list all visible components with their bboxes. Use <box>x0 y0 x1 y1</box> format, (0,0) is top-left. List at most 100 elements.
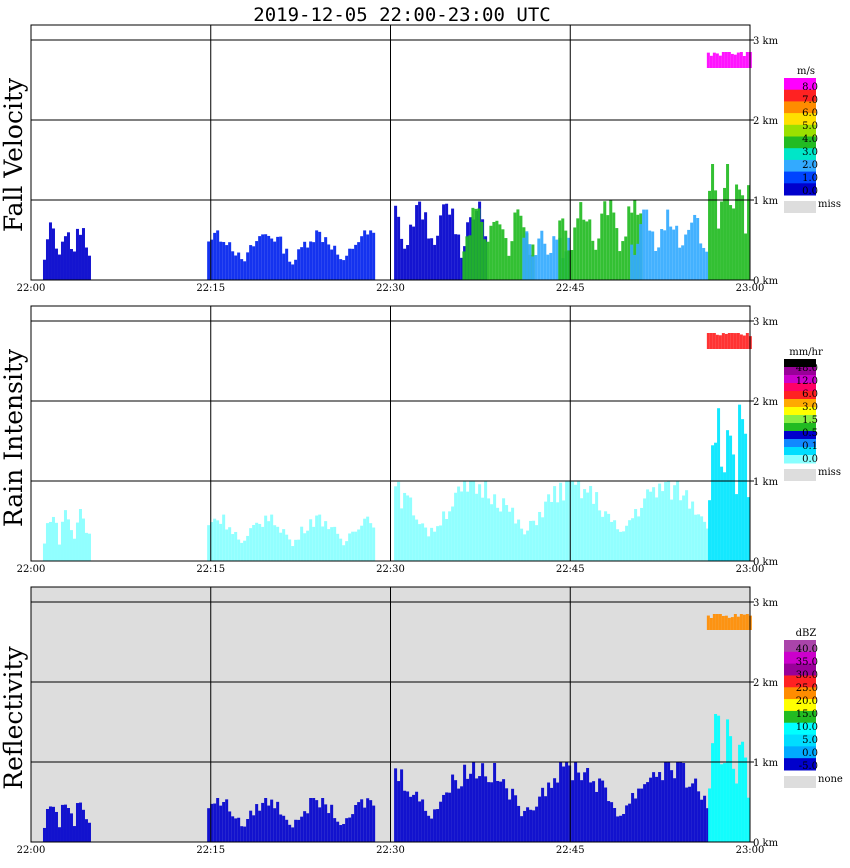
echo-column <box>499 781 503 842</box>
colorbar-swatch <box>784 710 816 724</box>
echo-column <box>339 825 343 842</box>
echo-column <box>709 617 713 630</box>
echo-column <box>636 243 640 280</box>
echo-column <box>694 778 698 842</box>
echo-column <box>579 202 583 280</box>
echo-column <box>333 245 337 280</box>
echo-column <box>570 249 574 280</box>
echo-column <box>45 808 49 842</box>
echo-column <box>330 804 334 842</box>
echo-column <box>715 614 719 630</box>
y-tick-label: 1 km <box>753 758 779 769</box>
echo-column <box>694 514 698 561</box>
echo-column <box>736 333 740 349</box>
echo-column <box>681 245 685 280</box>
echo-column <box>418 201 422 280</box>
echo-column <box>403 790 407 842</box>
echo-column <box>433 809 437 842</box>
echo-column <box>345 255 349 280</box>
echo-column <box>622 813 626 842</box>
echo-column <box>400 769 404 842</box>
echo-column <box>42 827 46 842</box>
echo-column <box>726 164 730 280</box>
echo-column <box>727 333 731 349</box>
echo-column <box>486 241 490 280</box>
echo-column <box>57 827 61 842</box>
echo-column <box>535 525 539 561</box>
echo-column <box>726 719 730 842</box>
echo-column <box>664 481 668 561</box>
echo-column <box>448 511 452 561</box>
echo-column <box>670 499 674 561</box>
echo-column <box>739 614 743 630</box>
colorbar-label: 2.0 <box>802 160 818 171</box>
echo-column <box>360 799 364 842</box>
echo-column <box>54 811 58 842</box>
echo-column <box>258 523 262 561</box>
colorbar-label: 7.0 <box>802 95 818 106</box>
echo-column <box>484 481 488 561</box>
colorbar-label: 4.0 <box>802 134 818 145</box>
echo-column <box>279 236 283 280</box>
echo-column <box>270 238 274 280</box>
echo-column <box>747 185 751 280</box>
echo-column <box>363 230 367 280</box>
colorbar-swatch <box>784 101 816 114</box>
echo-column <box>369 800 373 842</box>
echo-column <box>468 235 472 280</box>
echo-column <box>630 244 634 280</box>
echo-column <box>586 492 590 561</box>
echo-column <box>742 614 746 630</box>
echo-column <box>237 817 241 842</box>
echo-column <box>501 229 505 280</box>
echo-column <box>264 234 268 280</box>
echo-column <box>351 531 355 561</box>
x-tick-label: 23:00 <box>736 845 765 856</box>
colorbar-swatch <box>784 663 816 676</box>
echo-column <box>508 799 512 842</box>
echo-column <box>216 230 220 280</box>
echo-column <box>66 519 70 561</box>
echo-column <box>57 254 61 280</box>
echo-column <box>730 53 734 68</box>
echo-column <box>442 204 446 280</box>
colorbar-swatch <box>784 391 816 400</box>
echo-column <box>288 261 292 280</box>
colorbar-swatch <box>784 407 816 416</box>
echo-column <box>652 487 656 561</box>
panel-ylabel: Fall Velocity <box>0 77 28 232</box>
echo-column <box>697 514 701 561</box>
echo-column <box>451 208 455 280</box>
echo-column <box>354 244 358 280</box>
echo-column <box>234 818 238 842</box>
echo-column <box>574 484 578 561</box>
echo-column <box>511 507 515 561</box>
echo-column <box>460 786 464 842</box>
echo-column <box>514 523 518 561</box>
echo-column <box>639 224 643 280</box>
x-tick-label: 22:45 <box>556 845 585 856</box>
colorbar-swatch <box>784 758 816 771</box>
echo-column <box>69 813 73 842</box>
echo-column <box>237 539 241 561</box>
echo-column <box>633 254 637 280</box>
echo-column <box>207 525 211 561</box>
echo-column <box>348 533 352 561</box>
echo-column <box>532 810 536 842</box>
echo-column <box>439 215 443 280</box>
echo-column <box>412 794 416 842</box>
echo-region <box>708 164 751 280</box>
echo-column <box>219 523 223 561</box>
colorbar-swatch <box>784 722 816 736</box>
echo-column <box>672 229 676 280</box>
echo-column <box>457 788 461 842</box>
echo-column <box>427 536 431 561</box>
echo-column <box>231 534 235 561</box>
echo-column <box>342 545 346 561</box>
y-tick-label: 1 km <box>753 477 779 488</box>
echo-column <box>436 235 440 280</box>
echo-column <box>54 248 58 280</box>
echo-column <box>540 230 544 280</box>
echo-column <box>273 241 277 280</box>
echo-column <box>213 518 217 561</box>
